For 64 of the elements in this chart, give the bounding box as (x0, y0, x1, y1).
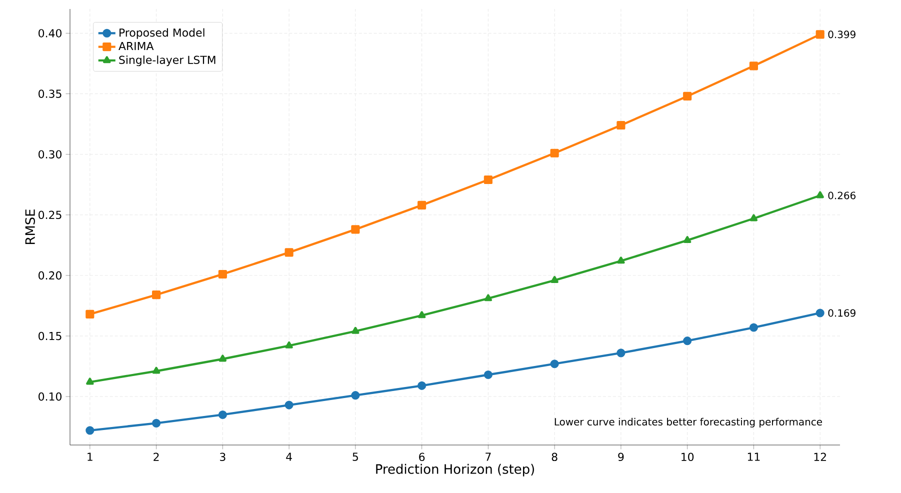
point (86, 378, 94, 385)
point (749, 323, 758, 332)
point (550, 148, 559, 158)
point (484, 294, 492, 302)
point (218, 270, 227, 279)
point (750, 214, 758, 222)
point (683, 92, 692, 100)
point (418, 311, 426, 318)
point (285, 341, 293, 348)
y-tick-label: 0.25 (38, 210, 62, 220)
point (86, 426, 94, 435)
y-tick-label: 0.40 (38, 29, 62, 38)
x-tick-label: 12 (814, 452, 826, 461)
point (418, 381, 426, 390)
y-tick-label: 0.15 (38, 332, 62, 340)
point (616, 120, 626, 130)
x-tick-label: 5 (352, 452, 358, 461)
x-axis-title: Prediction Horizon (step) (376, 464, 534, 476)
x-tick-label: 8 (552, 452, 558, 462)
point (816, 308, 824, 318)
y-tick-label: 0.20 (38, 271, 62, 280)
point (816, 30, 824, 39)
x-tick-label: 10 (682, 452, 694, 462)
legend-label: Single-layer LSTM (119, 56, 216, 66)
point (616, 348, 626, 358)
data-label: 0.399 (828, 30, 856, 38)
point (351, 225, 360, 234)
point (218, 410, 227, 420)
point (816, 191, 824, 198)
point (86, 310, 94, 318)
y-tick-label: 0.10 (38, 392, 62, 401)
annotation: Lower curve indicates better forecasting performance (554, 418, 822, 428)
point (152, 418, 161, 428)
point (749, 62, 758, 70)
x-tick-label: 2 (154, 452, 159, 461)
data-label: 0.169 (828, 309, 856, 317)
y-tick-label: 0.30 (38, 150, 62, 158)
point (418, 200, 426, 210)
y-axis-title: RMSE (25, 210, 35, 244)
x-tick-label: 3 (220, 452, 226, 462)
data-label: 0.266 (828, 192, 856, 200)
x-tick-label: 1 (88, 452, 92, 461)
legend-label: ARIMA (118, 42, 154, 50)
point (683, 236, 692, 244)
y-tick-label: 0.35 (38, 90, 62, 98)
x-tick-label: 11 (748, 452, 760, 461)
point (152, 290, 161, 300)
legend-label: Proposed Model (120, 28, 204, 39)
x-tick-label: 9 (618, 452, 624, 462)
point (351, 391, 360, 400)
point (152, 366, 160, 374)
point (218, 354, 227, 362)
point (352, 326, 360, 334)
point (484, 370, 492, 380)
point (550, 360, 559, 368)
x-tick-label: 6 (419, 452, 425, 462)
point (284, 400, 294, 410)
point (284, 248, 294, 257)
point (617, 256, 625, 264)
point (683, 336, 692, 346)
point (484, 175, 492, 184)
x-tick-label: 4 (286, 452, 292, 461)
x-tick-label: 7 (486, 452, 491, 461)
point (550, 276, 558, 283)
